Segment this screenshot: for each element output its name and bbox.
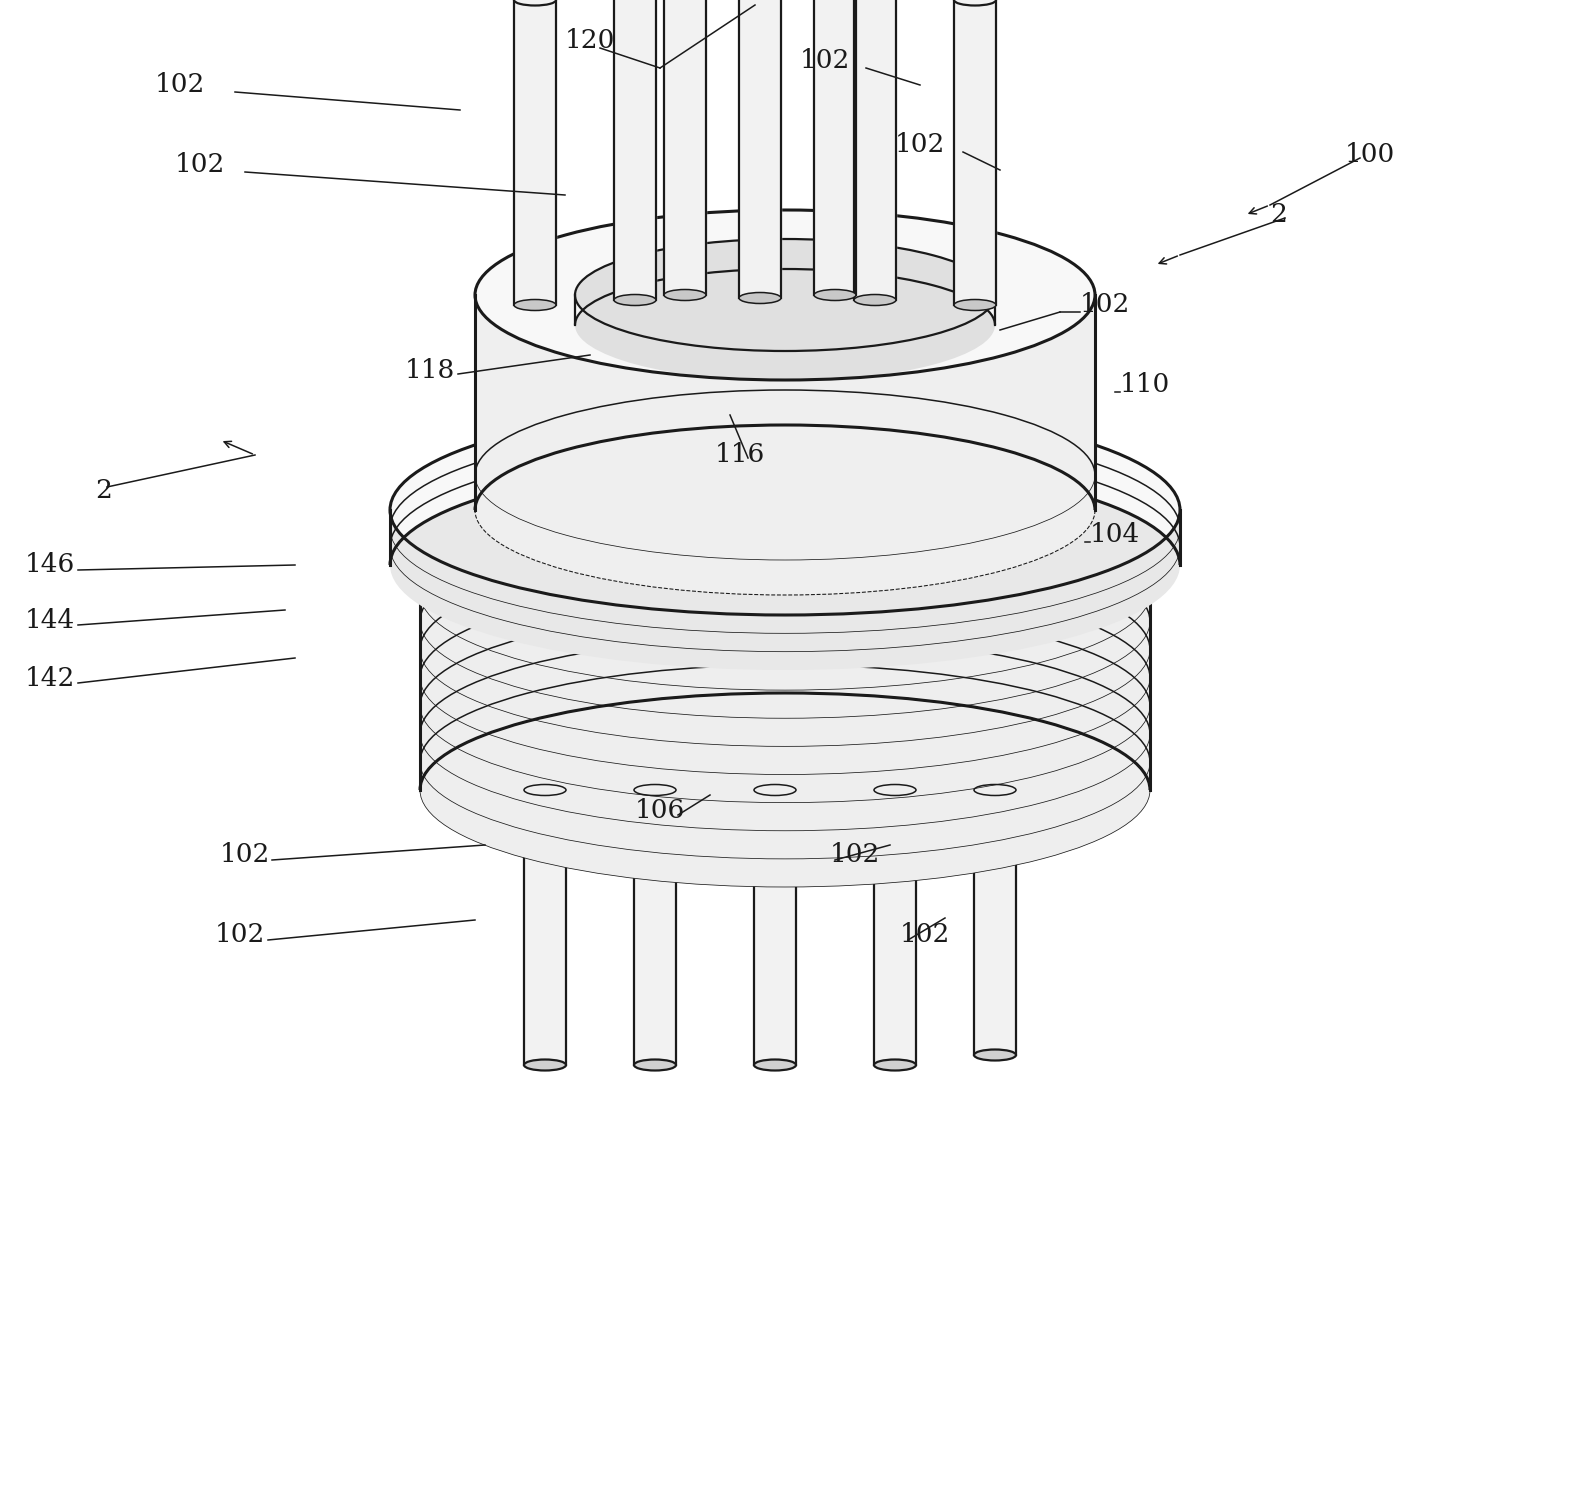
Polygon shape	[420, 565, 1150, 790]
Text: 116: 116	[716, 442, 764, 468]
Ellipse shape	[953, 299, 996, 311]
Ellipse shape	[576, 269, 996, 381]
Ellipse shape	[813, 290, 856, 300]
Ellipse shape	[524, 784, 566, 795]
Text: 146: 146	[25, 553, 76, 578]
Polygon shape	[739, 0, 782, 297]
Polygon shape	[974, 790, 1016, 1055]
Ellipse shape	[753, 784, 796, 795]
Text: 102: 102	[895, 133, 945, 157]
Ellipse shape	[576, 239, 996, 351]
Ellipse shape	[875, 784, 915, 795]
Ellipse shape	[753, 1059, 796, 1071]
Ellipse shape	[634, 1059, 676, 1071]
Text: 106: 106	[635, 798, 686, 823]
Ellipse shape	[390, 405, 1180, 616]
Polygon shape	[664, 0, 706, 294]
Text: 100: 100	[1345, 142, 1395, 167]
Polygon shape	[953, 0, 996, 305]
Text: 102: 102	[175, 152, 225, 178]
Polygon shape	[854, 0, 897, 300]
Text: 144: 144	[25, 608, 76, 632]
Polygon shape	[514, 0, 555, 305]
Polygon shape	[813, 0, 856, 294]
Ellipse shape	[475, 424, 1095, 595]
Polygon shape	[613, 0, 656, 300]
Ellipse shape	[634, 784, 676, 795]
Text: 2: 2	[94, 478, 112, 502]
Text: 102: 102	[214, 922, 264, 947]
Ellipse shape	[974, 784, 1016, 795]
Polygon shape	[475, 294, 1095, 509]
Ellipse shape	[514, 299, 555, 311]
Text: 118: 118	[404, 357, 455, 382]
Ellipse shape	[854, 294, 897, 305]
Text: 102: 102	[831, 843, 881, 868]
Text: 120: 120	[565, 27, 615, 52]
Text: 102: 102	[801, 48, 851, 73]
Ellipse shape	[974, 1049, 1016, 1061]
Polygon shape	[634, 790, 676, 1065]
Polygon shape	[524, 790, 566, 1065]
Text: 110: 110	[1120, 372, 1170, 397]
Text: 2: 2	[1269, 203, 1287, 227]
Text: 102: 102	[1081, 293, 1131, 318]
Text: 102: 102	[156, 73, 206, 97]
Ellipse shape	[524, 1059, 566, 1071]
Ellipse shape	[875, 1059, 915, 1071]
Polygon shape	[753, 790, 796, 1065]
Text: 104: 104	[1090, 523, 1140, 547]
Ellipse shape	[420, 468, 1150, 662]
Text: 102: 102	[220, 843, 271, 868]
Polygon shape	[875, 790, 915, 1065]
Ellipse shape	[475, 211, 1095, 379]
Ellipse shape	[390, 460, 1180, 669]
Ellipse shape	[514, 0, 555, 6]
Ellipse shape	[953, 0, 996, 6]
Ellipse shape	[420, 693, 1150, 887]
Ellipse shape	[613, 294, 656, 305]
Polygon shape	[390, 460, 1180, 565]
Text: 142: 142	[25, 665, 76, 690]
Text: 102: 102	[900, 922, 950, 947]
Ellipse shape	[739, 293, 782, 303]
Ellipse shape	[664, 290, 706, 300]
